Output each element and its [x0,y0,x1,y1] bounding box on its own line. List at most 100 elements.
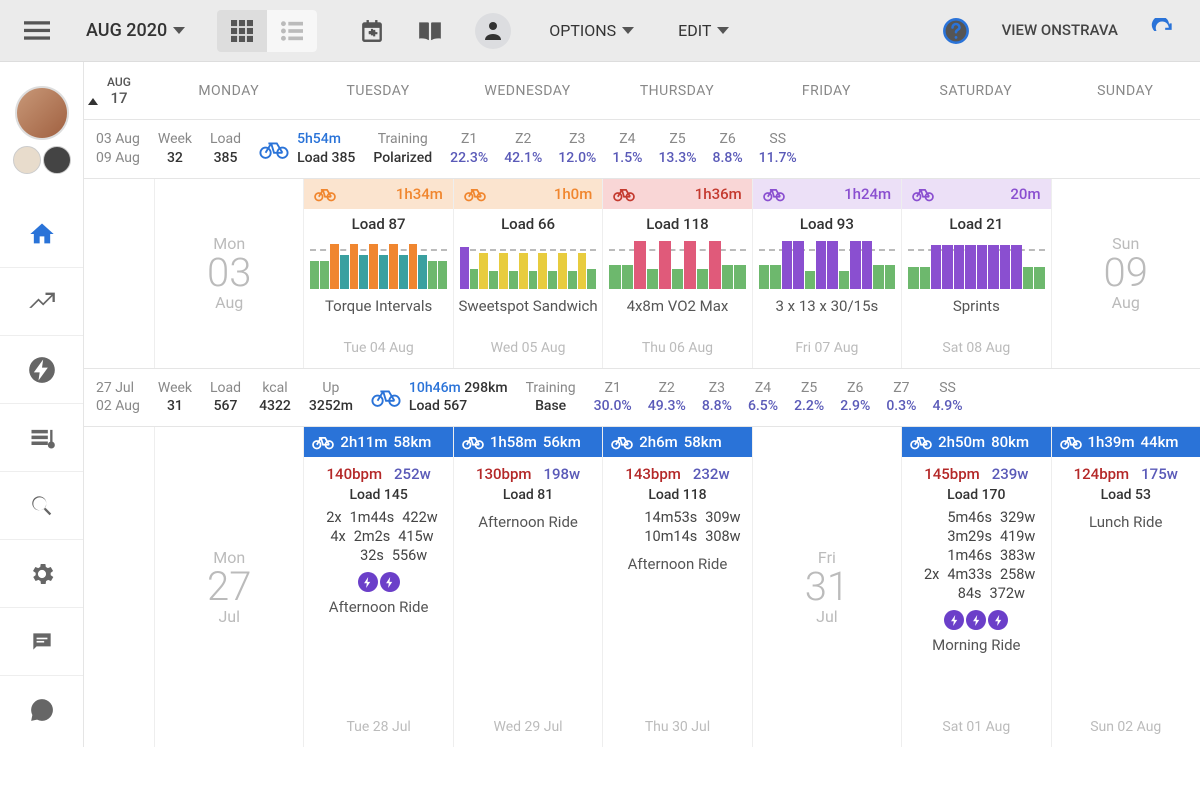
planned-workout-card[interactable]: 1h34m Load 87 Torque Intervals [304,179,452,330]
view-on-strava-button[interactable]: VIEW ON STRAVA [990,14,1130,47]
week1-load: Load385 [202,130,249,168]
plan-time: 1h34m [396,185,443,203]
month-selector[interactable]: AUG 2020 [70,20,201,41]
plan-name: Sweetspot Sandwich [454,291,602,330]
list-view-button[interactable] [267,10,317,52]
dh-fri: FRIDAY [752,62,901,119]
date-corner[interactable]: AUG 17 [84,62,154,119]
zone-Z2: Z249.3% [640,379,694,417]
week1-day[interactable]: 1h34m Load 87 Torque Intervals Tue 04 Au… [303,179,452,368]
refresh-button[interactable] [1138,10,1188,52]
plan-load: Load 21 [902,209,1050,235]
library-button[interactable] [405,11,455,51]
done-name: Afternoon Ride [454,509,602,536]
plan-name: Torque Intervals [304,291,452,330]
done-bpm: 145bpm [924,465,980,483]
nav-chat[interactable] [0,608,83,676]
plan-load: Load 93 [753,209,901,235]
completed-activity-card[interactable]: 1h39m44km 124bpm175w Load 53 Lunch Ride [1052,427,1200,544]
plan-date: Thu 06 Aug [603,330,751,368]
hamburger-menu-button[interactable] [12,13,62,49]
week1-summary: 03 Aug 09 Aug Week32 Load385 5h54mLoad 3… [84,120,1200,179]
bolt-icon [380,572,400,592]
bike-icon [371,386,401,408]
done-dist: 80km [991,433,1029,451]
done-time: 1h58m [490,433,537,451]
completed-activity-card[interactable]: 2h50m80km 145bpm239w Load 170 5m46s329w3… [902,427,1050,667]
nav-power[interactable] [0,336,83,404]
chevron-down-icon [717,27,729,34]
planned-workout-card[interactable]: 1h0m Load 66 Sweetspot Sandwich [454,179,602,330]
done-intervals: 2x1m44s422w4x2m2s415w32s556w [304,509,452,570]
bolt-icon [988,610,1008,630]
zone-Z4: Z41.5% [604,130,650,168]
week1-sun[interactable]: Sun09Aug [1051,179,1200,368]
strava-line1: VIEW ON [1002,22,1062,39]
week1-day[interactable]: 1h0m Load 66 Sweetspot Sandwich Wed 05 A… [453,179,602,368]
sidebar [0,62,84,747]
done-name: Lunch Ride [1052,509,1200,536]
planned-workout-card[interactable]: 20m Load 21 Sprints [902,179,1050,330]
edit-menu[interactable]: EDIT [660,21,747,40]
week2-sun[interactable]: 1h39m44km 124bpm175w Load 53 Lunch Ride … [1051,427,1200,747]
week2-sat[interactable]: 2h50m80km 145bpm239w Load 170 5m46s329w3… [901,427,1050,747]
plan-time: 1h36m [695,185,742,203]
week1-mon[interactable]: Mon03Aug [154,179,303,368]
week1-day[interactable]: 1h36m Load 118 4x8m VO2 Max Thu 06 Aug [602,179,751,368]
edit-label: EDIT [678,21,711,40]
completed-activity-card[interactable]: 1h58m56km 130bpm198w Load 81 Afternoon R… [454,427,602,544]
week2-fri[interactable]: Fri31Jul [752,427,901,747]
corner-day: 17 [110,89,127,107]
done-watts: 239w [992,465,1029,483]
week2-mon[interactable]: Mon27Jul [154,427,303,747]
week2-thu[interactable]: 2h6m58km 143bpm232w Load 118 14m53s309w1… [602,427,751,747]
athlete-avatar-button[interactable] [463,5,523,57]
zone-Z6: Z62.9% [832,379,878,417]
nav-search[interactable] [0,472,83,540]
toolbar: AUG 2020 OPTIONS EDIT VIEW ON STRAVA [0,0,1200,62]
nav-home[interactable] [0,200,83,268]
help-button[interactable] [930,9,982,53]
nav-trends[interactable] [0,268,83,336]
week2-up: Up3252m [301,379,361,417]
dh-sat: SATURDAY [901,62,1050,119]
add-event-button[interactable] [347,10,397,52]
nav-activities[interactable] [0,404,83,472]
plan-name: 4x8m VO2 Max [603,291,751,330]
dh-tue: TUESDAY [303,62,452,119]
done-load: Load 170 [902,485,1050,509]
planned-workout-card[interactable]: 1h24m Load 93 3 x 13 x 30/15s [753,179,901,330]
week1-day[interactable]: 20m Load 21 Sprints Sat 08 Aug [901,179,1050,368]
done-bpm: 124bpm [1074,465,1130,483]
planned-workout-card[interactable]: 1h36m Load 118 4x8m VO2 Max [603,179,751,330]
options-label: OPTIONS [549,21,616,40]
bolt-icon [944,610,964,630]
completed-activity-card[interactable]: 2h11m58km 140bpm252w Load 145 2x1m44s422… [304,427,452,629]
avatar-icon [475,13,511,49]
nav-settings[interactable] [0,540,83,608]
corner-month: AUG [107,75,131,89]
week2-row: Mon27Jul 2h11m58km 140bpm252w Load 145 2… [84,427,1200,747]
done-watts: 252w [394,465,431,483]
week1-day[interactable]: 1h24m Load 93 3 x 13 x 30/15s Fri 07 Aug [752,179,901,368]
zone-SS: SS4.9% [924,379,970,417]
zone-Z5: Z513.3% [650,130,704,168]
zone-Z5: Z52.2% [786,379,832,417]
done-dist: 58km [684,433,722,451]
zone-Z2: Z242.1% [496,130,550,168]
grid-view-button[interactable] [217,10,267,52]
week2-training: TrainingBase [518,379,584,417]
week2-tue[interactable]: 2h11m58km 140bpm252w Load 145 2x1m44s422… [303,427,452,747]
completed-activity-card[interactable]: 2h6m58km 143bpm232w Load 118 14m53s309w1… [603,427,751,586]
plan-chart [310,239,446,289]
done-watts: 175w [1141,465,1178,483]
nav-disqus[interactable] [0,676,83,744]
mini-avatars[interactable] [13,146,71,174]
zone-Z3: Z38.8% [694,379,740,417]
options-menu[interactable]: OPTIONS [531,21,652,40]
week2-wed[interactable]: 1h58m56km 130bpm198w Load 81 Afternoon R… [453,427,602,747]
day-header-row: AUG 17 MONDAY TUESDAY WEDNESDAY THURSDAY… [84,62,1200,120]
done-bpm: 130bpm [476,465,532,483]
user-avatar[interactable] [15,86,69,140]
plan-date: Wed 05 Aug [454,330,602,368]
